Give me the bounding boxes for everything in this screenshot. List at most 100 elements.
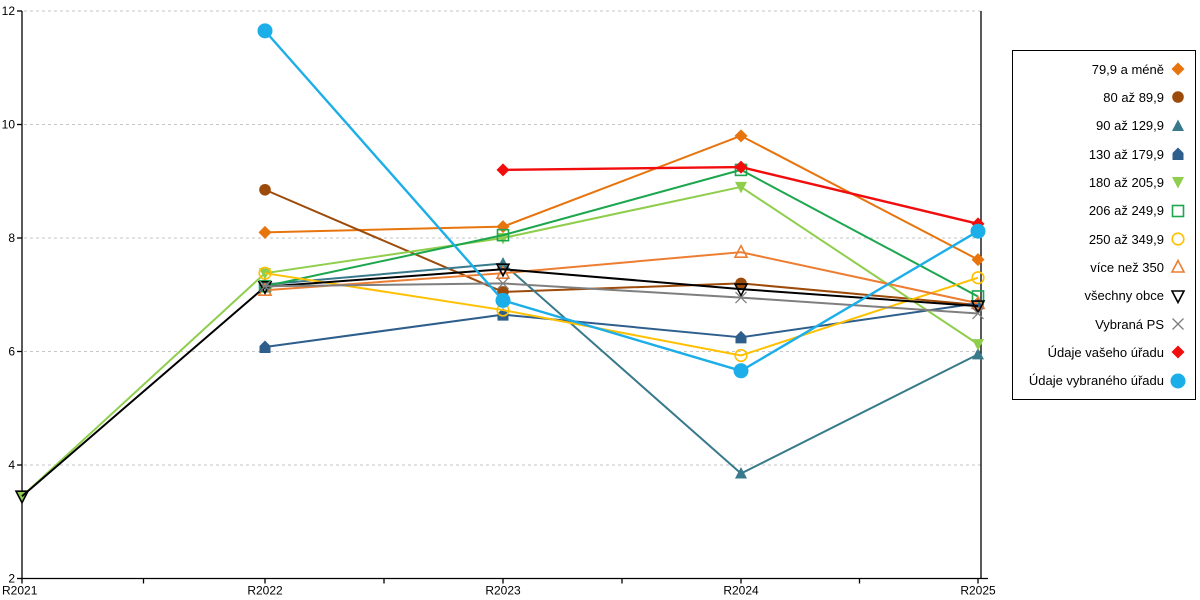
data-point-marker-11 <box>495 292 511 308</box>
series-line-6 <box>264 272 979 357</box>
data-point-marker-7 <box>970 295 986 310</box>
data-point-marker-8 <box>257 281 273 296</box>
series-line-9 <box>264 282 979 315</box>
legend-item-label: 250 až 349,9 <box>1088 231 1164 247</box>
legend-item-label: 79,9 a méně <box>1091 61 1164 77</box>
data-point-marker-8 <box>733 283 749 298</box>
circle-legend-marker-icon <box>1171 232 1185 246</box>
y-axis-tick-label: 4 <box>8 458 15 472</box>
legend-item-label: Údaje vybraného úřadu <box>1028 373 1164 389</box>
legend-item: všechny obce <box>1017 284 1187 308</box>
legend-marker-glyph <box>1171 62 1185 76</box>
data-point-marker-0 <box>971 253 985 267</box>
square-legend-marker-icon <box>1171 204 1185 218</box>
x-axis-tick-label: R2023 <box>485 584 521 598</box>
series-line-8 <box>21 268 979 497</box>
data-point-marker-11 <box>733 363 749 379</box>
data-point-marker-11 <box>970 223 986 239</box>
circle-big-legend-marker-icon <box>1170 373 1186 389</box>
data-point-marker-6 <box>971 271 985 285</box>
legend-item: Údaje vybraného úřadu <box>1017 369 1187 393</box>
series-line-1 <box>264 188 979 306</box>
legend-item: 250 až 349,9 <box>1017 227 1187 251</box>
legend-marker-glyph <box>1171 345 1185 359</box>
data-point-marker-0 <box>734 129 748 143</box>
data-point-marker-3 <box>735 330 747 344</box>
legend-item-label: 130 až 179,9 <box>1088 146 1164 162</box>
legend-item-label: Vybraná PS <box>1095 316 1164 332</box>
data-point-marker-8 <box>495 263 511 278</box>
triangle-up-legend-marker-icon <box>1172 119 1184 131</box>
data-point-marker-2 <box>735 467 747 479</box>
series-line-5 <box>264 168 979 298</box>
data-point-marker-9 <box>497 277 509 290</box>
legend-marker-glyph <box>1172 147 1184 161</box>
legend-item: 206 až 249,9 <box>1017 199 1187 223</box>
data-point-marker-9 <box>735 291 747 304</box>
series-line-0 <box>264 134 979 261</box>
legend-marker-glyph <box>1172 119 1184 131</box>
chart-legend: 79,9 a méně 80 až 89,9 90 až 129,9 130 až 1… <box>1012 50 1196 400</box>
x-axis-tick-label: R2022 <box>247 584 283 598</box>
legend-marker-glyph <box>1171 204 1185 218</box>
x-axis-tick-label: R2024 <box>723 584 759 598</box>
y-axis-tick-label: 6 <box>8 345 15 359</box>
data-point-marker-4 <box>972 339 984 351</box>
series-line-7 <box>264 251 979 305</box>
data-point-marker-2 <box>972 347 984 360</box>
x-axis-tick-label: R2021 <box>2 584 38 598</box>
legend-item: 79,9 a méně <box>1017 57 1187 81</box>
data-point-marker-8 <box>970 300 986 315</box>
circle-legend-marker-icon <box>1172 91 1184 104</box>
pentagon-legend-marker-icon <box>1172 147 1184 161</box>
legend-item-label: více než 350 <box>1090 259 1164 275</box>
data-point-marker-7 <box>733 243 749 258</box>
data-point-marker-0 <box>496 220 510 234</box>
y-axis-tick-label: 10 <box>2 118 16 132</box>
series-line-3 <box>264 302 979 348</box>
series-line-11 <box>264 30 979 372</box>
legend-marker-glyph <box>1170 373 1186 389</box>
legend-marker-glyph <box>1172 318 1184 331</box>
data-point-marker-6 <box>734 348 748 363</box>
triangle-down-legend-marker-icon <box>1172 177 1184 189</box>
data-point-marker-8 <box>14 490 30 505</box>
data-point-marker-10 <box>496 163 510 177</box>
legend-item: více než 350 <box>1017 255 1187 279</box>
legend-item: Údaje vašeho úřadu <box>1017 340 1187 364</box>
legend-marker-glyph <box>1171 232 1185 246</box>
data-point-marker-4 <box>735 181 747 194</box>
data-point-marker-3 <box>259 340 271 353</box>
data-point-marker-5 <box>496 228 510 242</box>
y-axis-tick-label: 2 <box>8 572 15 586</box>
x-axis-tick-label: R2025 <box>960 584 996 598</box>
y-axis-tick-label: 8 <box>8 231 15 245</box>
data-point-marker-9 <box>259 280 271 293</box>
legend-item-label: všechny obce <box>1084 288 1165 304</box>
legend-item-label: Údaje vašeho úřadu <box>1047 344 1164 360</box>
legend-marker-glyph <box>1170 259 1186 274</box>
data-point-marker-0 <box>258 225 272 239</box>
data-point-marker-6 <box>258 266 272 280</box>
triangle-up-legend-marker-icon <box>1170 259 1186 274</box>
legend-item: 90 až 129,9 <box>1017 114 1187 138</box>
legend-item-label: 90 až 129,9 <box>1096 118 1164 134</box>
diamond-legend-marker-icon <box>1171 345 1185 359</box>
data-point-marker-11 <box>257 23 273 39</box>
triangle-down-legend-marker-icon <box>1170 289 1186 305</box>
data-point-marker-10 <box>734 160 748 174</box>
legend-marker-glyph <box>1172 91 1184 104</box>
data-point-marker-1 <box>259 183 271 196</box>
data-point-marker-9 <box>972 307 984 320</box>
legend-marker-glyph <box>1172 177 1184 189</box>
data-point-marker-7 <box>495 264 511 279</box>
legend-item: Vybraná PS <box>1017 312 1187 336</box>
x-legend-marker-icon <box>1172 318 1184 331</box>
legend-item: 130 až 179,9 <box>1017 142 1187 166</box>
y-axis-tick-label: 12 <box>2 4 16 18</box>
diamond-legend-marker-icon <box>1171 62 1185 76</box>
legend-item: 80 až 89,9 <box>1017 85 1187 109</box>
legend-item: 180 až 205,9 <box>1017 170 1187 194</box>
